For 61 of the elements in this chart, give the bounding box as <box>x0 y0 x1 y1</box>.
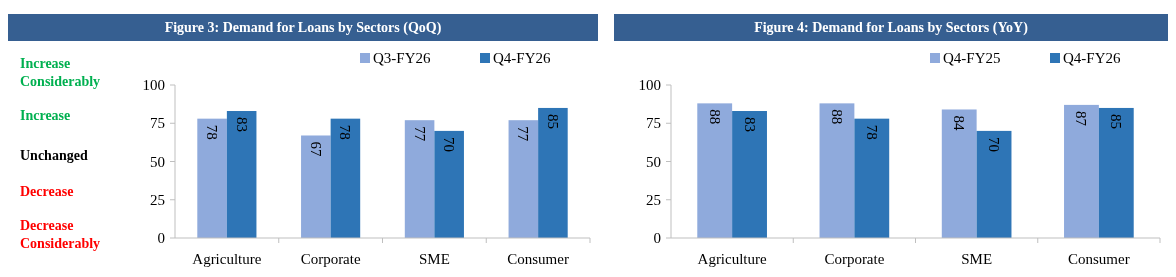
text: Decrease Considerably <box>20 218 101 251</box>
legend-label: Q4-FY25 <box>943 50 1001 66</box>
bar <box>697 103 733 238</box>
x-tick-label: Agriculture <box>192 251 262 267</box>
y-tick-label: 50 <box>150 153 165 170</box>
text: Unchanged <box>20 148 88 163</box>
y-tick-label: 75 <box>150 115 165 132</box>
chart-title: Figure 4: Demand for Loans by Sectors (YoY) <box>754 20 1029 36</box>
legend-label: Q4-FY26 <box>493 50 551 66</box>
bar <box>1098 107 1134 238</box>
bar <box>226 111 257 238</box>
x-tick-label: Consumer <box>1068 251 1130 267</box>
data-label: 84 <box>951 115 968 131</box>
y-tick-label: 0 <box>157 230 165 246</box>
data-label: 67 <box>307 141 324 157</box>
text: Increase Considerably <box>20 56 101 89</box>
data-label: 88 <box>706 109 723 125</box>
x-tick-label: Consumer <box>507 251 569 267</box>
y-tick-label: 100 <box>638 77 661 93</box>
x-tick-label: SME <box>961 251 993 267</box>
data-label: 78 <box>204 124 221 140</box>
x-tick-label: Corporate <box>824 251 885 267</box>
data-label: 78 <box>337 124 354 140</box>
y-tick-label: 25 <box>646 191 661 208</box>
bar <box>404 120 435 238</box>
text: Decrease <box>20 184 74 199</box>
chart-title: Figure 3: Demand for Loans by Sectors (QoQ) <box>164 20 442 36</box>
data-label: 78 <box>863 124 880 140</box>
y-tick-label: 100 <box>142 77 165 93</box>
bar <box>434 130 464 238</box>
data-label: 77 <box>411 126 428 142</box>
data-label: 70 <box>441 136 458 152</box>
bar <box>538 107 568 238</box>
x-tick-label: SME <box>418 251 450 267</box>
bar <box>819 103 855 238</box>
data-label: 83 <box>741 117 758 133</box>
bar <box>941 109 977 238</box>
y-tick-label: 0 <box>653 230 661 246</box>
bar <box>330 118 361 238</box>
data-label: 85 <box>544 113 561 129</box>
legend-label: Q3-FY26 <box>373 50 431 66</box>
bar <box>976 130 1012 238</box>
x-tick-label: Agriculture <box>697 251 768 267</box>
data-label: 85 <box>1108 113 1125 129</box>
bar <box>301 135 331 238</box>
data-label: 83 <box>233 117 250 133</box>
y-tick-label: 25 <box>150 191 165 208</box>
bar <box>732 111 767 238</box>
y-tick-label: 75 <box>646 115 661 132</box>
data-label: 88 <box>828 109 845 125</box>
y-tick-label: 50 <box>646 153 661 170</box>
data-label: 77 <box>515 126 532 142</box>
x-tick-label: Corporate <box>300 251 361 267</box>
data-label: 87 <box>1073 110 1090 127</box>
text: Increase <box>20 108 71 123</box>
bar <box>508 120 539 238</box>
bar <box>1064 104 1099 238</box>
legend-label: Q4-FY26 <box>1063 50 1121 66</box>
bar <box>197 118 227 238</box>
bar <box>854 118 890 238</box>
data-label: 70 <box>986 136 1003 152</box>
